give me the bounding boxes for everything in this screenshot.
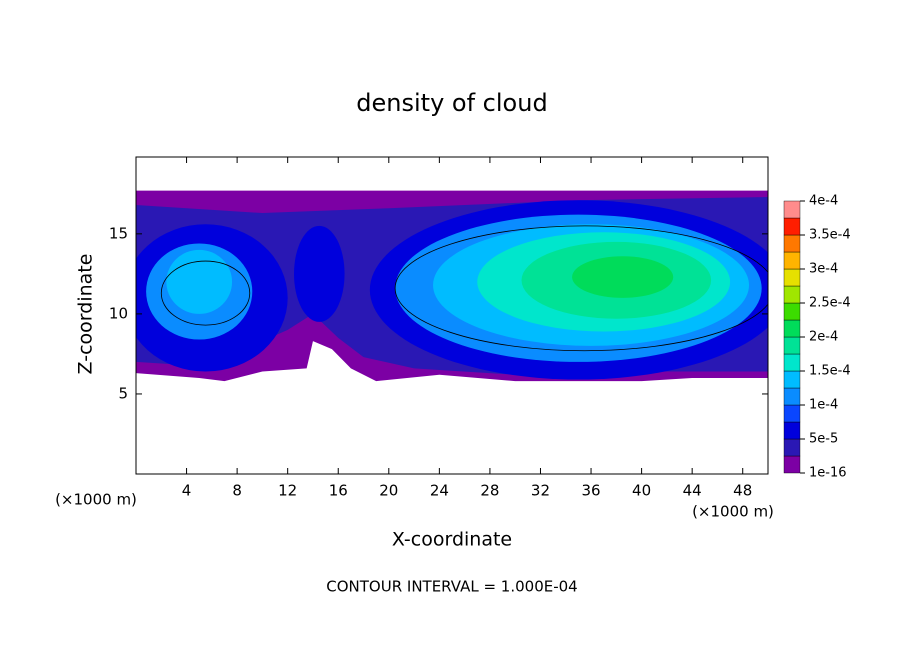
y-axis-label: Z-coordinate (75, 254, 97, 375)
colorbar-swatch (783, 268, 801, 287)
contour-line (160, 260, 251, 326)
x-tick-label: 32 (531, 482, 550, 500)
y-tick-label: 10 (109, 304, 128, 322)
colorbar-label: 2e-4 (809, 330, 838, 345)
contour-line (394, 225, 768, 352)
colorbar-swatch (783, 319, 801, 338)
x-tick-label: 48 (733, 482, 752, 500)
x-unit: (×1000 m) (692, 503, 774, 521)
colorbar-swatch (783, 200, 801, 219)
colorbar-swatch (783, 336, 801, 355)
colorbar-swatch (783, 234, 801, 253)
colorbar-label: 2.5e-4 (809, 296, 851, 311)
colorbar-label: 3e-4 (809, 262, 838, 277)
colorbar-swatch (783, 251, 801, 270)
x-tick-label: 8 (232, 482, 242, 500)
colorbar-swatch (783, 370, 801, 389)
x-tick-label: 24 (430, 482, 449, 500)
field (136, 190, 768, 382)
colorbar-label: 4e-4 (809, 194, 838, 209)
x-tick-label: 36 (581, 482, 600, 500)
footer: CONTOUR INTERVAL = 1.000E-04 (326, 578, 577, 596)
colorbar-swatch (783, 455, 801, 474)
y-tick-label: 5 (118, 384, 128, 402)
colorbar-swatch (783, 217, 801, 236)
colorbar-label: 1e-16 (809, 466, 847, 481)
y-tick-label: 15 (109, 224, 128, 242)
contour-region (166, 249, 233, 314)
x-tick-label: 12 (278, 482, 297, 500)
x-tick-label: 16 (329, 482, 348, 500)
colorbar-swatch (783, 302, 801, 321)
x-tick-label: 40 (632, 482, 651, 500)
contour-region (294, 225, 345, 322)
colorbar-swatch (783, 285, 801, 304)
colorbar-label: 1e-4 (809, 398, 838, 413)
colorbar-swatch (783, 421, 801, 440)
colorbar-label: 1.5e-4 (809, 364, 851, 379)
contour-region (572, 256, 674, 298)
colorbar-swatch (783, 387, 801, 406)
x-tick-label: 44 (683, 482, 702, 500)
colorbar-label: 3.5e-4 (809, 228, 851, 243)
chart-title: density of cloud (356, 89, 547, 117)
x-tick-label: 4 (182, 482, 192, 500)
plot-frame (135, 156, 769, 475)
colorbar-swatch (783, 404, 801, 423)
x-unit: (×1000 m) (55, 491, 137, 509)
x-tick-label: 20 (379, 482, 398, 500)
colorbar-swatch (783, 438, 801, 457)
colorbar-label: 5e-5 (809, 432, 838, 447)
x-tick-label: 28 (480, 482, 499, 500)
x-axis-label: X-coordinate (392, 529, 512, 551)
colorbar-swatch (783, 353, 801, 372)
